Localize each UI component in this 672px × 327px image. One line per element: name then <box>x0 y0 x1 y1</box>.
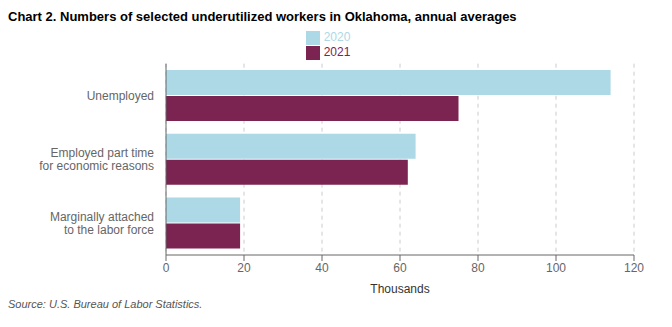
html-text:Source: U.S. Bureau of Labor S: Source: U.S. Bureau of Labor Statistics. <box>8 298 203 310</box>
svg-text:120: 120 <box>624 261 644 275</box>
svg-text:40: 40 <box>315 261 329 275</box>
html-text:2020: 2020 <box>323 30 351 44</box>
svg-text:60: 60 <box>393 261 407 275</box>
svg-text:100: 100 <box>546 261 566 275</box>
html-text:2021: 2021 <box>323 44 351 59</box>
svg-text:80: 80 <box>471 261 485 275</box>
html-text:Chart 2. Numbers of selected u: Chart 2. Numbers of selected underutiliz… <box>8 9 517 24</box>
svg-text:20: 20 <box>237 261 251 275</box>
svg-text:Employed part timefor economic: Employed part timefor economic reasons <box>39 146 154 173</box>
svg-text:Unemployed: Unemployed <box>87 89 154 103</box>
svg-text:Marginally attachedto the labo: Marginally attachedto the labor force <box>50 210 154 237</box>
svg-text:Thousands: Thousands <box>370 282 429 296</box>
svg-text:0: 0 <box>163 261 170 275</box>
